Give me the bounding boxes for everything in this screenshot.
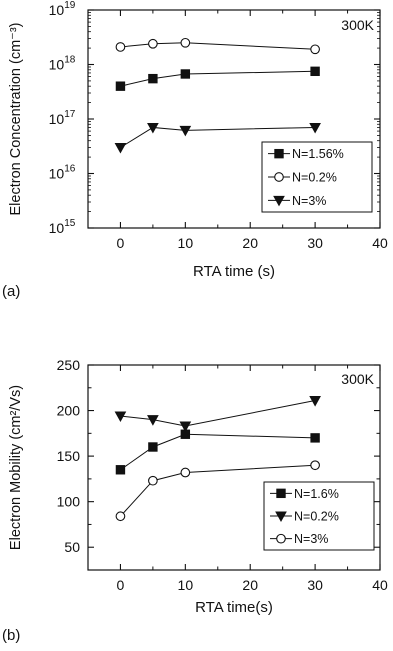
y-tick-label: 1018 [49, 55, 76, 73]
data-point [147, 415, 159, 426]
y-tick-label: 1015 [49, 218, 76, 236]
y-tick-exponent: 19 [64, 0, 76, 11]
data-point [148, 475, 158, 486]
x-tick-label: 0 [117, 235, 125, 251]
series-1 [114, 396, 321, 433]
y-tick-label: 150 [57, 448, 81, 464]
x-tick-label: 30 [307, 577, 323, 593]
x-tick-label: 10 [178, 577, 194, 593]
x-tick-label: 30 [307, 235, 323, 251]
data-point [147, 122, 159, 134]
chart-panel-b: 0 10 20 30 40 50 100 150 200 250 RTA time(s) Electr… [2, 357, 388, 644]
y-tick-label: 1017 [49, 109, 76, 127]
legend: N=1.56% N=0.2% N=3% [261, 141, 373, 213]
data-point [115, 42, 126, 52]
data-point [115, 81, 126, 91]
legend-marker [276, 533, 286, 544]
temperature-annotation: 300K [341, 17, 374, 33]
y-tick-exponent: 17 [64, 109, 76, 120]
y-tick-base: 10 [49, 57, 65, 73]
legend: N=1.6% N=0.2% N=3% [263, 481, 375, 551]
data-point [179, 421, 192, 433]
legend-label: N=3% [294, 532, 328, 546]
x-tick-label: 20 [242, 577, 258, 593]
x-axis-label: RTA time (s) [193, 263, 275, 280]
series-line [120, 70, 316, 87]
y-tick-label: 1016 [49, 164, 76, 182]
y-tick-base: 10 [49, 166, 65, 182]
y-tick-exponent: 18 [64, 55, 76, 66]
y-tick-exponent: 16 [64, 164, 76, 175]
y-tick-base: 10 [49, 2, 65, 18]
temperature-annotation: 300K [341, 371, 374, 387]
data-point [310, 44, 320, 55]
data-point [180, 467, 191, 478]
x-axis-label: RTA time(s) [195, 599, 273, 616]
y-axis-label: Electron Concentration (cm⁻³) [8, 23, 24, 216]
data-point [180, 37, 191, 48]
legend-label: N=1.56% [292, 147, 344, 161]
y-tick-label: 100 [57, 494, 81, 510]
plot-frame [87, 364, 381, 571]
y-tick-base: 10 [49, 111, 65, 127]
y-tick-base: 10 [49, 220, 65, 236]
series-1 [115, 37, 320, 55]
series-line [120, 433, 316, 471]
data-point [310, 460, 320, 471]
y-axis-label: Electron Mobility (cm²/Vs) [8, 385, 24, 550]
data-point [148, 38, 158, 49]
y-tick-label: 1019 [49, 0, 76, 18]
panel-label: (a) [2, 283, 20, 300]
x-tick-label: 20 [242, 235, 258, 251]
data-point [179, 125, 192, 137]
data-point [148, 442, 158, 452]
series-0 [115, 66, 320, 91]
legend-label: N=1.6% [294, 487, 339, 501]
x-tick-label: 40 [372, 235, 388, 251]
data-point [115, 465, 126, 475]
data-point [114, 142, 127, 154]
legend-label: N=0.2% [294, 510, 339, 524]
series-line [120, 400, 316, 427]
data-point [148, 73, 158, 84]
x-tick-label: 40 [372, 577, 388, 593]
series-line [120, 42, 316, 50]
series-line [120, 126, 316, 148]
legend-marker [274, 148, 284, 159]
data-point [114, 411, 127, 423]
data-point [309, 122, 321, 134]
legend-label: N=3% [292, 194, 326, 208]
y-tick-label: 200 [57, 403, 81, 419]
panel-label: (b) [2, 627, 20, 644]
series-line [120, 464, 316, 517]
y-tick-label: 50 [64, 539, 80, 555]
legend-marker [273, 195, 285, 207]
x-tick-label: 10 [178, 235, 194, 251]
data-point [115, 511, 126, 522]
legend-marker [276, 488, 286, 499]
data-point [180, 69, 191, 79]
series-0 [115, 429, 320, 475]
y-tick-exponent: 15 [64, 218, 76, 229]
series-2 [115, 460, 320, 522]
y-tick-label: 250 [57, 357, 81, 373]
legend-marker [274, 172, 284, 182]
x-tick-label: 0 [117, 577, 125, 593]
series-2 [114, 122, 321, 154]
data-point [310, 66, 320, 77]
data-point [309, 396, 321, 407]
data-point [310, 433, 320, 443]
legend-marker [275, 511, 287, 523]
legend-label: N=0.2% [292, 171, 337, 185]
